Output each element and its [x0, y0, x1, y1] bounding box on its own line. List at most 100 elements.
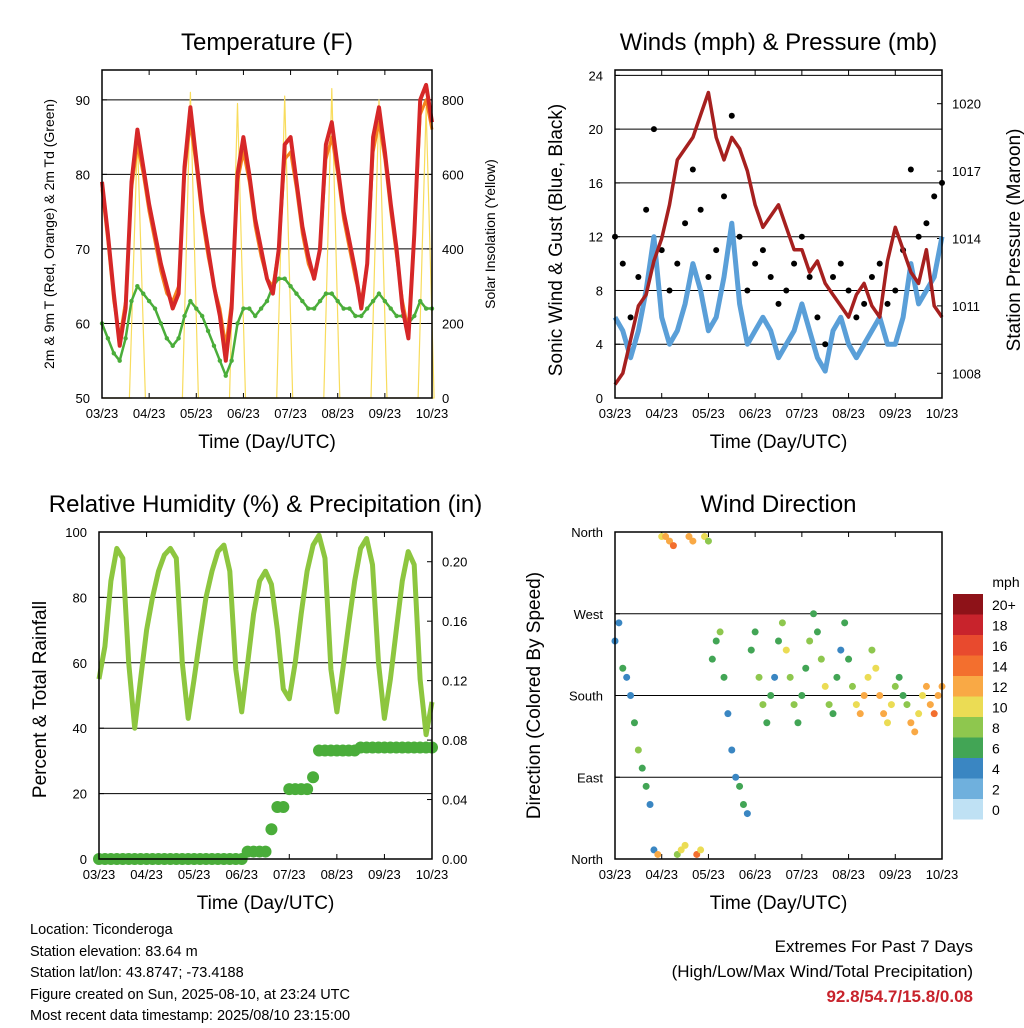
- x-tick-label: 09/23: [879, 867, 912, 882]
- dewpoint-point: [423, 306, 429, 311]
- rainfall-point: [277, 800, 290, 813]
- dewpoint-point: [282, 276, 287, 281]
- direction-point: [899, 692, 907, 699]
- colorbar-swatch: [953, 799, 983, 820]
- dewpoint-point: [370, 298, 376, 304]
- dewpoint-point: [341, 306, 346, 311]
- y2-tick-label: 200: [442, 316, 464, 331]
- y2-axis-label: Solar Insolation (Yellow): [482, 159, 498, 309]
- x-tick-label: 04/23: [133, 406, 166, 421]
- colorbar-swatch: [953, 696, 983, 717]
- speed-colorbar: mph 20+ 18 16 14 12 10 8 6 4 2 0: [953, 574, 1020, 820]
- colorbar-swatch: [953, 655, 983, 676]
- x-tick-label: 07/23: [786, 406, 819, 421]
- y-axis-label: 2m & 9m T (Red, Orange) & 2m Td (Green): [41, 99, 57, 369]
- dewpoint-point: [176, 336, 181, 341]
- dewpoint-point: [418, 298, 423, 304]
- x-tick-label: 08/23: [832, 406, 865, 421]
- gust-point: [923, 220, 930, 227]
- x-tick-label: 04/23: [645, 406, 678, 421]
- y2-tick-label: 600: [442, 167, 464, 182]
- colorbar-label: 12: [992, 679, 1008, 695]
- gust-point: [682, 220, 689, 227]
- dewpoint-point: [323, 291, 329, 296]
- gust-point: [837, 260, 844, 267]
- gust-point: [689, 166, 696, 173]
- direction-point: [669, 542, 677, 550]
- direction-point: [755, 673, 763, 681]
- y2-tick-label: 0: [442, 391, 449, 406]
- gust-point: [650, 126, 657, 133]
- y2-tick-label: 0.04: [442, 793, 467, 808]
- direction-point: [919, 692, 927, 699]
- dewpoint-line: [100, 277, 432, 377]
- x-tick-label: 08/23: [321, 867, 354, 882]
- direction-point: [903, 701, 911, 709]
- extremes-subtitle: (High/Low/Max Wind/Total Precipitation): [671, 962, 973, 981]
- rainfall-point: [265, 823, 278, 836]
- x-axis-label: Time (Day/UTC): [198, 432, 336, 453]
- gust-point: [791, 260, 798, 267]
- direction-point: [646, 801, 654, 808]
- x-tick-label: 05/23: [180, 406, 213, 421]
- direction-point: [775, 637, 782, 645]
- dewpoint-point: [211, 343, 217, 349]
- panel-humidity: Relative Humidity (%) & Precipitation (i…: [30, 491, 482, 914]
- direction-point: [848, 682, 856, 690]
- direction-point: [662, 533, 670, 541]
- direction-point: [736, 782, 744, 790]
- direction-point: [845, 655, 853, 663]
- x-tick-label: 07/23: [786, 867, 819, 882]
- dewpoint-point: [294, 291, 299, 296]
- recent-data-text: Most recent data timestamp: 2025/08/10 2…: [30, 1008, 351, 1024]
- direction-point: [743, 810, 751, 818]
- gust-point: [892, 287, 899, 294]
- direction-point: [825, 701, 833, 709]
- y-tick-label: North: [571, 852, 603, 867]
- x-tick-label: 10/23: [926, 867, 959, 882]
- gust-point: [861, 300, 868, 307]
- direction-point: [907, 719, 915, 727]
- plot-frame: [98, 531, 433, 860]
- gust-point: [759, 247, 766, 254]
- dewpoint-point: [199, 313, 205, 319]
- gust-point: [643, 206, 650, 213]
- direction-point: [841, 619, 849, 627]
- y-tick-label: 60: [73, 656, 87, 671]
- y-tick-label: South: [569, 689, 603, 704]
- gust-point: [635, 274, 642, 281]
- dewpoint-point: [117, 358, 122, 363]
- dewpoint-point: [229, 358, 234, 363]
- gust-point: [798, 233, 805, 240]
- y2-tick-label: 0.12: [442, 674, 467, 689]
- dewpoint-point: [129, 298, 134, 304]
- direction-point: [934, 692, 942, 699]
- colorbar-swatch: [953, 778, 983, 799]
- dewpoint-point: [288, 283, 293, 289]
- x-tick-label: 06/23: [227, 406, 260, 421]
- direction-point: [701, 533, 709, 541]
- dewpoint-point: [217, 358, 223, 363]
- dewpoint-point: [141, 291, 146, 296]
- y-axis-label: Sonic Wind & Gust (Blue, Black): [546, 104, 567, 376]
- x-tick-label: 08/23: [832, 867, 865, 882]
- gust-point: [728, 112, 735, 119]
- y-tick-label: North: [571, 525, 603, 540]
- direction-point: [786, 673, 794, 681]
- panel-wind-direction: Wind Direction 03/23 04/23 05/23 06/23 07/23 0…: [524, 491, 958, 914]
- y-tick-label: 8: [596, 283, 603, 298]
- dewpoint-point: [135, 283, 140, 289]
- y-tick-label: 4: [596, 337, 603, 352]
- dewpoint-point: [300, 298, 305, 304]
- dewpoint-point: [329, 291, 335, 296]
- dewpoint-point: [394, 313, 399, 319]
- direction-point: [720, 673, 728, 681]
- x-tick-label: 07/23: [274, 406, 307, 421]
- direction-point: [615, 619, 623, 627]
- x-tick-label: 03/23: [86, 406, 119, 421]
- colorbar-swatch: [953, 737, 983, 758]
- direction-point: [724, 710, 732, 718]
- direction-point: [891, 682, 899, 690]
- direction-point: [732, 773, 740, 781]
- direction-point: [763, 719, 771, 727]
